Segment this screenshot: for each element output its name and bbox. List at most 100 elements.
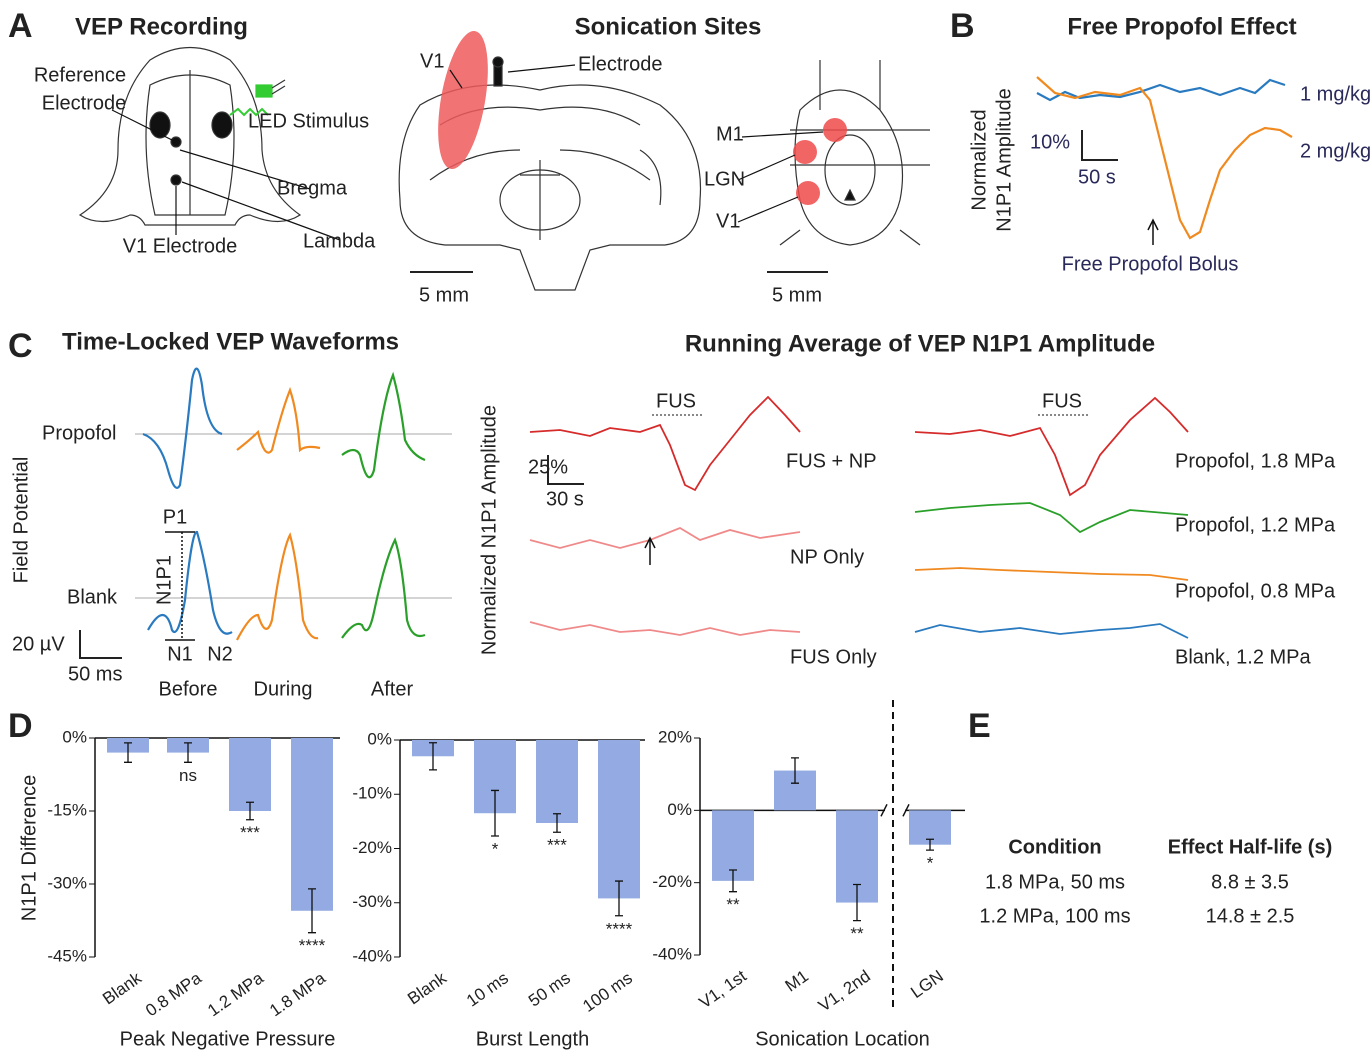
horizontal-drawing — [737, 60, 930, 273]
error-bar — [853, 883, 861, 922]
significance: * — [927, 854, 934, 873]
scale-label: 5 mm — [419, 284, 469, 306]
scale-label: 5 mm — [772, 284, 822, 306]
error-bar — [124, 742, 132, 763]
panel-title: Time-Locked VEP Waveforms — [62, 328, 399, 355]
y-tick-label: -40% — [652, 944, 692, 963]
table-header: Effect Half-life (s) — [1168, 836, 1332, 858]
x-tick-label: Blank — [404, 968, 450, 1008]
x-tick-label: V1, 1st — [696, 966, 750, 1012]
bar — [598, 740, 640, 899]
significance: *** — [240, 823, 260, 842]
column-label: During — [254, 678, 313, 700]
axis-label: Normalized — [968, 109, 990, 210]
error-bar — [184, 742, 192, 763]
axis-label: Field Potential — [10, 457, 32, 584]
bar — [536, 740, 578, 824]
row-label: Propofol — [42, 422, 117, 444]
table-cell: 1.2 MPa, 100 ms — [979, 905, 1130, 927]
y-tick-label: -40% — [352, 946, 392, 965]
annotation: Free Propofol Bolus — [1062, 253, 1239, 275]
trace — [1036, 76, 1293, 240]
legend-label: 1 mg/kg — [1300, 83, 1371, 105]
panel-label: C — [8, 327, 33, 365]
label: Reference — [34, 64, 126, 86]
y-tick-label: 20% — [658, 727, 692, 746]
bar — [712, 810, 754, 881]
trace — [1036, 78, 1286, 102]
x-tick-label: 100 ms — [579, 968, 636, 1016]
error-bar — [729, 869, 737, 893]
y-tick-label: -30% — [47, 873, 87, 892]
panel-title: Sonication Sites — [575, 13, 762, 40]
x-tick-label: M1 — [782, 966, 812, 995]
table-cell: 1.8 MPa, 50 ms — [985, 871, 1125, 893]
x-axis-label: Peak Negative Pressure — [120, 1028, 336, 1050]
significance: * — [492, 840, 499, 859]
table-cell: 8.8 ± 3.5 — [1211, 871, 1289, 893]
x-axis-label: Burst Length — [476, 1028, 589, 1050]
panel-label: A — [8, 7, 33, 45]
panel-title: Running Average of VEP N1P1 Amplitude — [685, 330, 1155, 357]
table-header: Condition — [1008, 836, 1101, 858]
y-tick-label: 0% — [667, 800, 692, 819]
arrow — [1147, 218, 1159, 245]
panel-label: B — [950, 7, 975, 45]
scale-label: 20 µV — [12, 633, 65, 655]
annotation: FUS — [1042, 390, 1082, 412]
scale-label: 25% — [528, 456, 568, 478]
scale-label: 10% — [1030, 131, 1070, 153]
waveforms — [142, 367, 426, 641]
axis-label: N1P1 Amplitude — [993, 88, 1015, 231]
y-tick-label: -20% — [352, 838, 392, 857]
label: Electrode — [578, 53, 663, 75]
coronal-drawing — [398, 30, 702, 291]
column-label: After — [371, 678, 414, 700]
panel-label: D — [8, 707, 33, 745]
label: Lambda — [303, 230, 376, 252]
y-axis-label: N1P1 Difference — [18, 775, 40, 921]
panel-title: Free Propofol Effect — [1067, 13, 1296, 40]
scale-bar — [547, 455, 584, 485]
trace-label: FUS Only — [790, 646, 877, 668]
y-tick-label: -10% — [352, 784, 392, 803]
significance: ** — [726, 895, 740, 914]
x-tick-label: V1, 2nd — [815, 966, 874, 1015]
x-tick-label: 50 ms — [525, 968, 574, 1010]
error-bar — [429, 742, 437, 771]
scale-label: 50 s — [1078, 166, 1116, 188]
panel-label: E — [968, 707, 991, 745]
label: V1 Electrode — [123, 235, 238, 257]
trace-label: Blank, 1.2 MPa — [1175, 646, 1312, 668]
y-tick-label: -20% — [652, 872, 692, 891]
label: P1 — [163, 506, 187, 528]
bar — [229, 738, 271, 811]
row-label: Blank — [67, 586, 118, 608]
y-tick-label: -45% — [47, 946, 87, 965]
legend-label: 2 mg/kg — [1300, 140, 1371, 162]
trace-label: NP Only — [790, 546, 864, 568]
error-bar — [615, 880, 623, 917]
error-bar — [491, 789, 499, 837]
axis-break — [880, 803, 910, 817]
running-traces — [529, 395, 1189, 639]
label: M1 — [716, 123, 744, 145]
y-tick-label: -30% — [352, 892, 392, 911]
error-bar — [308, 888, 316, 934]
significance: *** — [547, 836, 567, 855]
significance: **** — [299, 936, 326, 955]
label: Electrode — [42, 92, 127, 114]
table-cell: 14.8 ± 2.5 — [1206, 905, 1295, 927]
y-tick-label: -15% — [47, 800, 87, 819]
skull-drawing — [78, 46, 341, 241]
error-bar — [791, 757, 799, 784]
scale-label: 50 ms — [68, 663, 122, 685]
label: Bregma — [277, 177, 348, 199]
x-tick-label: 10 ms — [463, 968, 512, 1010]
scale-bar — [79, 630, 122, 659]
label: N1P1 — [153, 555, 175, 605]
label: N2 — [207, 643, 233, 665]
label: V1 — [716, 210, 740, 232]
error-bar — [926, 838, 934, 851]
